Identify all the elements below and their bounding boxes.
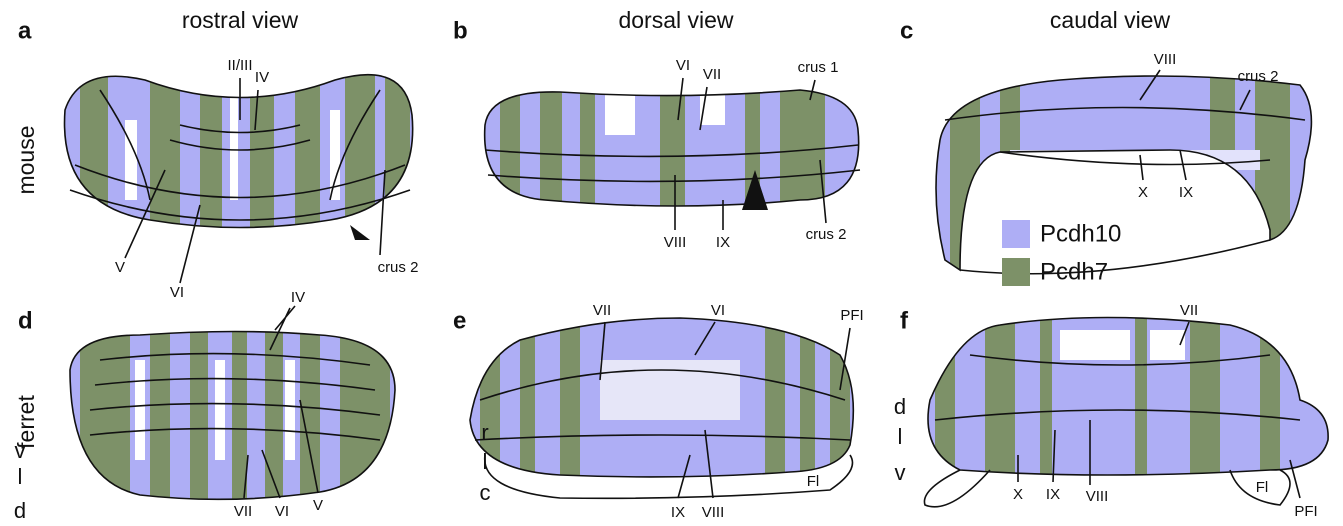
region-label: IX — [671, 504, 685, 521]
column-title: rostral view — [182, 7, 299, 33]
orientation-label: v — [895, 460, 906, 485]
panel-c-shape — [930, 70, 1330, 280]
region-label: IV — [291, 289, 305, 306]
region-label: IX — [1046, 486, 1060, 503]
orientation-label: r — [481, 420, 488, 445]
orientation-label: v — [15, 438, 26, 463]
panel-letter: a — [18, 17, 32, 44]
region-label: VII — [593, 302, 611, 319]
region-label: VI — [275, 503, 289, 520]
region-label: Fl — [807, 473, 820, 490]
region-label: II/III — [227, 57, 252, 74]
region-label: VI — [170, 284, 184, 301]
region-label: Fl — [1256, 479, 1269, 496]
legend-swatch — [1002, 258, 1030, 286]
region-label: crus 2 — [1238, 68, 1279, 85]
region-label: VIII — [1086, 488, 1109, 505]
region-label: VII — [234, 503, 252, 520]
region-label: VII — [1180, 302, 1198, 319]
panel-letter: e — [453, 307, 466, 334]
region-label: X — [1013, 486, 1023, 503]
panel-letter: c — [900, 17, 913, 44]
figure: rostral view dorsal view caudal view mouse f… — [0, 0, 1343, 526]
column-title: dorsal view — [618, 7, 733, 33]
region-label: crus 2 — [806, 226, 847, 243]
legend-label: Pcdh10 — [1040, 220, 1121, 247]
legend-swatch — [1002, 220, 1030, 248]
region-label: VIII — [1154, 51, 1177, 68]
orientation-label: l — [483, 449, 488, 474]
panel-d-shape — [60, 325, 405, 505]
region-label: crus 1 — [798, 59, 839, 76]
panel-letter: f — [900, 307, 909, 334]
region-label: IX — [1179, 184, 1193, 201]
panel-e-shape — [465, 315, 860, 480]
region-label: VI — [711, 302, 725, 319]
region-label: X — [1138, 184, 1148, 201]
orientation-label: d — [894, 394, 906, 419]
region-label: V — [313, 497, 323, 514]
region-label: VI — [676, 57, 690, 74]
region-label: VIII — [702, 504, 725, 521]
panel-letter: d — [18, 307, 33, 334]
region-label: VIII — [664, 234, 687, 251]
panel-letter: b — [453, 17, 468, 44]
region-label: PFI — [840, 307, 863, 324]
orientation-label: l — [18, 464, 23, 489]
region-label: VII — [703, 66, 721, 83]
arrowhead — [350, 225, 370, 240]
region-label: IV — [255, 69, 269, 86]
region-label: crus 2 — [378, 259, 419, 276]
region-label: PFI — [1294, 503, 1317, 520]
region-label: IX — [716, 234, 730, 251]
legend-label: Pcdh7 — [1040, 258, 1108, 285]
orientation-label: d — [14, 498, 26, 523]
orientation-label: c — [480, 480, 491, 505]
drawings — [60, 60, 1335, 507]
column-title: caudal view — [1050, 7, 1171, 33]
row-label: mouse — [13, 125, 39, 194]
orientation-label: l — [898, 424, 903, 449]
region-label: V — [115, 259, 125, 276]
